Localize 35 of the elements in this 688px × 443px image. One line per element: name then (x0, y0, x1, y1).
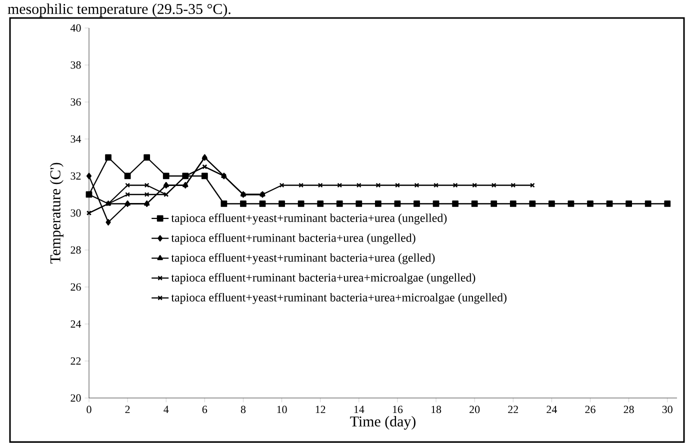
y-tick-label: 24 (70, 320, 82, 328)
x-tick-label: 22 (508, 406, 518, 414)
y-tick-label: 22 (70, 357, 81, 365)
x-tick-label: 18 (432, 406, 442, 414)
x-axis-title: Time (day) (350, 416, 416, 430)
x-tick-label: 0 (86, 406, 92, 414)
x-tick-label: 4 (164, 406, 169, 413)
legend-label: tapioca effluent+ruminant bacteria+urea (ungelled) (171, 233, 416, 244)
x-tick-label: 20 (470, 406, 480, 414)
x-tick-label: 24 (546, 406, 558, 414)
y-tick-label: 34 (70, 135, 82, 143)
legend-label: tapioca effluent+yeast+ruminant bacteria+urea (gelled) (171, 253, 435, 264)
x-tick-label: 16 (392, 406, 403, 414)
legend-label: tapioca effluent+ruminant bacteria+urea+microalgae (ungelled) (171, 273, 476, 284)
legend-label: tapioca effluent+yeast+ruminant bacteria+urea+microalgae (ungelled) (171, 292, 506, 304)
x-tick-label: 26 (585, 406, 596, 414)
x-tick-label: 30 (662, 406, 672, 414)
x-tick-label: 8 (240, 406, 246, 414)
x-tick-label: 6 (202, 406, 208, 414)
x-tick-label: 10 (277, 406, 287, 414)
legend-label: tapioca effluent+yeast+ruminant bacteria+urea (ungelled) (171, 213, 447, 224)
x-tick-label: 14 (354, 406, 364, 414)
y-tick-label: 28 (70, 246, 81, 254)
y-tick-label: 30 (70, 209, 81, 217)
y-tick-label: 38 (70, 61, 81, 69)
text: mesophilic temperature (29.5-35 °C). (8, 4, 230, 18)
y-tick-label: 36 (70, 98, 81, 106)
y-tick-label: 32 (70, 172, 81, 180)
y-axis-title: Temperature (C') (50, 162, 64, 264)
x-tick-label: 28 (624, 406, 634, 414)
y-tick-label: 20 (70, 394, 81, 402)
x-tick-label: 12 (316, 406, 326, 414)
y-tick-label: 40 (70, 24, 81, 32)
y-tick-label: 26 (70, 283, 81, 291)
x-tick-label: 2 (125, 406, 130, 414)
